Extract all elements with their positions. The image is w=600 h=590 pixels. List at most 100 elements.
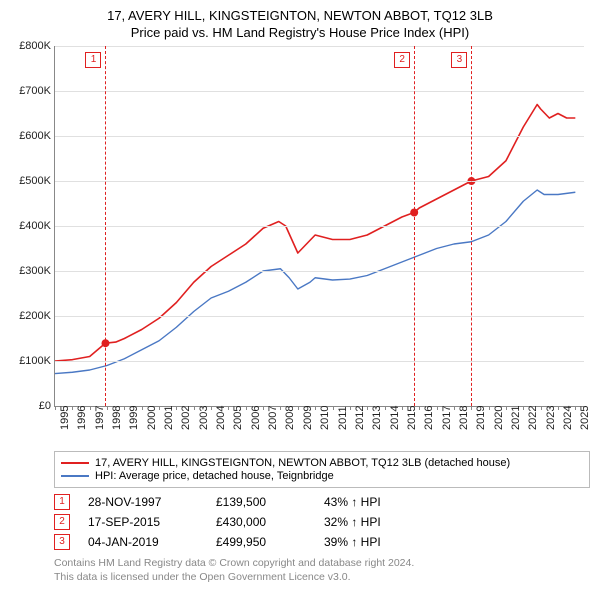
x-axis-label: 2012 xyxy=(354,406,366,430)
x-tick xyxy=(211,406,212,410)
transaction-date: 04-JAN-2019 xyxy=(88,535,198,549)
x-axis-label: 1999 xyxy=(128,406,140,430)
x-axis-label: 1995 xyxy=(59,406,71,430)
y-axis-label: £500K xyxy=(9,175,51,187)
legend-row: 17, AVERY HILL, KINGSTEIGNTON, NEWTON AB… xyxy=(61,457,583,469)
x-tick xyxy=(575,406,576,410)
gridline xyxy=(55,361,584,362)
transaction-table: 128-NOV-1997£139,50043% ↑ HPI217-SEP-201… xyxy=(54,494,590,550)
x-tick xyxy=(471,406,472,410)
x-axis-label: 2010 xyxy=(319,406,331,430)
footer-line1: Contains HM Land Registry data © Crown c… xyxy=(54,556,590,570)
marker-box: 3 xyxy=(451,52,467,68)
attribution-footer: Contains HM Land Registry data © Crown c… xyxy=(54,556,590,584)
x-axis-label: 2008 xyxy=(284,406,296,430)
x-axis-label: 2005 xyxy=(232,406,244,430)
legend-row: HPI: Average price, detached house, Teig… xyxy=(61,470,583,482)
x-axis-label: 2022 xyxy=(527,406,539,430)
x-axis-label: 2024 xyxy=(562,406,574,430)
x-tick xyxy=(437,406,438,410)
x-tick xyxy=(176,406,177,410)
series-property xyxy=(55,105,575,362)
chart-title-sub: Price paid vs. HM Land Registry's House … xyxy=(10,25,590,40)
x-axis-label: 2014 xyxy=(389,406,401,430)
gridline xyxy=(55,226,584,227)
x-axis-label: 2020 xyxy=(493,406,505,430)
x-tick xyxy=(72,406,73,410)
x-tick xyxy=(541,406,542,410)
x-tick xyxy=(55,406,56,410)
x-tick xyxy=(454,406,455,410)
gridline xyxy=(55,136,584,137)
marker-box: 1 xyxy=(85,52,101,68)
legend-label: 17, AVERY HILL, KINGSTEIGNTON, NEWTON AB… xyxy=(95,457,510,469)
x-tick xyxy=(506,406,507,410)
gridline xyxy=(55,316,584,317)
legend-swatch xyxy=(61,462,89,464)
transaction-marker-box: 3 xyxy=(54,534,70,550)
x-axis-label: 2004 xyxy=(215,406,227,430)
legend-swatch xyxy=(61,475,89,477)
plot-area: £0£100K£200K£300K£400K£500K£600K£700K£80… xyxy=(54,46,584,407)
y-axis-label: £600K xyxy=(9,130,51,142)
x-axis-label: 2019 xyxy=(475,406,487,430)
transaction-date: 17-SEP-2015 xyxy=(88,515,198,529)
chart-container: 17, AVERY HILL, KINGSTEIGNTON, NEWTON AB… xyxy=(0,0,600,590)
x-tick xyxy=(298,406,299,410)
x-tick xyxy=(159,406,160,410)
x-axis-label: 2018 xyxy=(458,406,470,430)
x-tick xyxy=(333,406,334,410)
x-axis-label: 1997 xyxy=(94,406,106,430)
gridline xyxy=(55,46,584,47)
y-axis-label: £800K xyxy=(9,40,51,52)
y-axis-label: £200K xyxy=(9,310,51,322)
gridline xyxy=(55,181,584,182)
x-axis-label: 2009 xyxy=(302,406,314,430)
x-axis-label: 2007 xyxy=(267,406,279,430)
y-axis-label: £0 xyxy=(9,400,51,412)
transaction-date: 28-NOV-1997 xyxy=(88,495,198,509)
marker-vline xyxy=(105,46,106,406)
legend-label: HPI: Average price, detached house, Teig… xyxy=(95,470,334,482)
x-axis-label: 2002 xyxy=(180,406,192,430)
transaction-pct: 39% ↑ HPI xyxy=(324,535,424,549)
x-axis-label: 2025 xyxy=(579,406,591,430)
x-tick xyxy=(142,406,143,410)
x-axis-label: 2003 xyxy=(198,406,210,430)
x-tick xyxy=(523,406,524,410)
transaction-row: 3 04-JAN-2019 £499,950 39% ↑ HPI xyxy=(54,534,590,550)
x-tick xyxy=(558,406,559,410)
x-tick xyxy=(124,406,125,410)
x-tick xyxy=(419,406,420,410)
x-tick xyxy=(263,406,264,410)
transaction-price: £139,500 xyxy=(216,495,306,509)
x-tick xyxy=(315,406,316,410)
y-axis-label: £300K xyxy=(9,265,51,277)
transaction-marker-box: 1 xyxy=(54,494,70,510)
transaction-row: 128-NOV-1997£139,50043% ↑ HPI xyxy=(54,494,590,510)
x-axis-label: 2000 xyxy=(146,406,158,430)
legend: 17, AVERY HILL, KINGSTEIGNTON, NEWTON AB… xyxy=(54,451,590,488)
marker-box: 2 xyxy=(394,52,410,68)
y-axis-label: £700K xyxy=(9,85,51,97)
marker-vline xyxy=(471,46,472,406)
transaction-price: £499,950 xyxy=(216,535,306,549)
x-axis-label: 2011 xyxy=(337,406,349,430)
x-axis-label: 2015 xyxy=(406,406,418,430)
marker-vline xyxy=(414,46,415,406)
transaction-pct: 32% ↑ HPI xyxy=(324,515,424,529)
x-tick xyxy=(194,406,195,410)
x-axis-label: 2006 xyxy=(250,406,262,430)
x-axis-label: 1996 xyxy=(76,406,88,430)
x-axis-label: 2023 xyxy=(545,406,557,430)
x-tick xyxy=(280,406,281,410)
x-axis-label: 2017 xyxy=(441,406,453,430)
x-tick xyxy=(107,406,108,410)
x-tick xyxy=(228,406,229,410)
x-axis-label: 2016 xyxy=(423,406,435,430)
x-axis-label: 2021 xyxy=(510,406,522,430)
x-tick xyxy=(489,406,490,410)
series-hpi xyxy=(55,190,575,374)
gridline xyxy=(55,91,584,92)
transaction-marker-box: 2 xyxy=(54,514,70,530)
